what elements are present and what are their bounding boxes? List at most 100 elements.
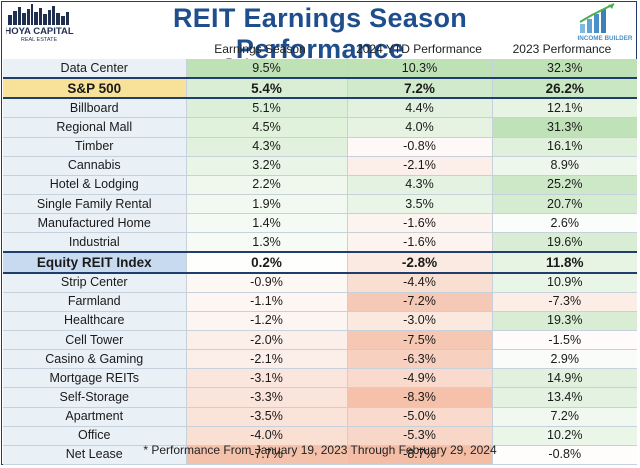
perf-2023-cell: 14.9%	[491, 368, 637, 389]
ytd-2024-cell: -5.0%	[346, 407, 492, 427]
row-label: S&P 500	[3, 77, 186, 100]
table-row: Cannabis 3.2% -2.1% 8.9%	[3, 156, 637, 176]
ytd-2024-cell: -0.8%	[346, 137, 492, 157]
footnote: * Performance From January 19, 2023 Thro…	[143, 443, 497, 457]
table-row: Net Lease -7.7% -8.7% -0.8%	[3, 445, 637, 465]
earnings-season-cell: 5.4%	[185, 77, 347, 100]
hoya-capital-logo: HOYA CAPITAL REAL ESTATE	[6, 4, 74, 43]
row-label: Manufactured Home	[3, 213, 186, 234]
earnings-season-cell: 9.5%	[185, 59, 347, 79]
perf-2023-cell: 10.2%	[491, 426, 637, 446]
ytd-2024-cell: -8.3%	[346, 387, 492, 408]
ytd-2024-cell: 7.2%	[346, 77, 492, 100]
row-label: Timber	[3, 137, 186, 157]
table-row: Cell Tower -2.0% -7.5% -1.5%	[3, 330, 637, 351]
perf-2023-cell: 19.6%	[491, 232, 637, 253]
earnings-season-cell: 2.2%	[185, 175, 347, 195]
row-label: Self-Storage	[3, 387, 186, 408]
earnings-season-cell: -0.9%	[185, 272, 347, 293]
table-row: Timber 4.3% -0.8% 16.1%	[3, 137, 637, 157]
row-label: Billboard	[3, 98, 186, 119]
row-label: Regional Mall	[3, 117, 186, 138]
table-row: Industrial 1.3% -1.6% 19.6%	[3, 232, 637, 253]
table-row: Apartment -3.5% -5.0% 7.2%	[3, 407, 637, 427]
table-row: Equity REIT Index 0.2% -2.8% 11.8%	[3, 251, 637, 274]
earnings-season-cell: -1.1%	[185, 292, 347, 312]
table-row: Billboard 5.1% 4.4% 12.1%	[3, 98, 637, 119]
table-row: Healthcare -1.2% -3.0% 19.3%	[3, 311, 637, 331]
table-row: Casino & Gaming -2.1% -6.3% 2.9%	[3, 349, 637, 370]
perf-2023-cell: 32.3%	[491, 59, 637, 79]
perf-2023-cell: 8.9%	[491, 156, 637, 176]
table-row: Self-Storage -3.3% -8.3% 13.4%	[3, 387, 637, 408]
earnings-season-cell: 3.2%	[185, 156, 347, 176]
row-label: Strip Center	[3, 272, 186, 293]
perf-2023-cell: 19.3%	[491, 311, 637, 331]
row-label: Office	[3, 426, 186, 446]
logo-left-line2: REAL ESTATE	[21, 37, 58, 43]
ytd-2024-cell: -3.0%	[346, 311, 492, 331]
earnings-season-cell: 4.3%	[185, 137, 347, 157]
row-label: Industrial	[3, 232, 186, 253]
row-label: Cannabis	[3, 156, 186, 176]
ytd-2024-cell: -7.5%	[346, 330, 492, 351]
logo-right-text: INCOME BUILDER	[578, 35, 633, 42]
perf-2023-cell: 16.1%	[491, 137, 637, 157]
table-row: S&P 500 5.4% 7.2% 26.2%	[3, 77, 637, 100]
row-label: Casino & Gaming	[3, 349, 186, 370]
ytd-2024-cell: -1.6%	[346, 232, 492, 253]
table-row: Hotel & Lodging 2.2% 4.3% 25.2%	[3, 175, 637, 195]
table-row: Mortgage REITs -3.1% -4.9% 14.9%	[3, 368, 637, 389]
row-label: Farmland	[3, 292, 186, 312]
perf-2023-cell: 7.2%	[491, 407, 637, 427]
ytd-2024-cell: -1.6%	[346, 213, 492, 234]
perf-2023-cell: 12.1%	[491, 98, 637, 119]
logo-left-line1: HOYA CAPITAL	[6, 26, 74, 37]
earnings-season-cell: -1.2%	[185, 311, 347, 331]
table-body: Data Center 9.5% 10.3% 32.3% S&P 500 5.4% 7.2%…	[3, 59, 637, 465]
table-row: Data Center 9.5% 10.3% 32.3%	[3, 59, 637, 79]
perf-2023-cell: 25.2%	[491, 175, 637, 195]
table-row: Regional Mall 4.5% 4.0% 31.3%	[3, 117, 637, 138]
ytd-2024-cell: 4.3%	[346, 175, 492, 195]
header: HOYA CAPITAL REAL ESTATE REIT Earnings S…	[0, 0, 640, 64]
ytd-2024-cell: -2.8%	[346, 251, 492, 274]
perf-2023-cell: 20.7%	[491, 194, 637, 215]
ytd-2024-cell: 4.4%	[346, 98, 492, 119]
earnings-season-cell: -3.5%	[185, 407, 347, 427]
income-builder-logo: INCOME BUILDER	[578, 3, 633, 42]
ytd-2024-cell: -4.9%	[346, 368, 492, 389]
ytd-2024-cell: -2.1%	[346, 156, 492, 176]
ytd-2024-cell: -4.4%	[346, 272, 492, 293]
row-label: Equity REIT Index	[3, 251, 186, 274]
row-label: Single Family Rental	[3, 194, 186, 215]
ytd-2024-cell: -8.7%	[346, 445, 492, 465]
column-header-ytd: 2024 YTD Performance	[356, 42, 482, 56]
earnings-season-cell: -2.0%	[185, 330, 347, 351]
table-row: Farmland -1.1% -7.2% -7.3%	[3, 292, 637, 312]
column-header-2023: 2023 Performance	[512, 42, 612, 56]
perf-2023-cell: 26.2%	[491, 77, 637, 100]
perf-2023-cell: 13.4%	[491, 387, 637, 408]
row-label: Data Center	[3, 59, 186, 79]
ytd-2024-cell: -7.2%	[346, 292, 492, 312]
row-label: Healthcare	[3, 311, 186, 331]
earnings-season-cell: 1.9%	[185, 194, 347, 215]
earnings-season-cell: -7.7%	[185, 445, 347, 465]
perf-2023-cell: 11.8%	[491, 251, 637, 274]
earnings-season-cell: -3.3%	[185, 387, 347, 408]
perf-2023-cell: 31.3%	[491, 117, 637, 138]
table-row: Single Family Rental 1.9% 3.5% 20.7%	[3, 194, 637, 215]
earnings-season-cell: 1.3%	[185, 232, 347, 253]
ytd-2024-cell: -5.3%	[346, 426, 492, 446]
table-row: Office -4.0% -5.3% 10.2%	[3, 426, 637, 446]
earnings-season-cell: -3.1%	[185, 368, 347, 389]
perf-2023-cell: -1.5%	[491, 330, 637, 351]
earnings-season-cell: -2.1%	[185, 349, 347, 370]
earnings-season-cell: -4.0%	[185, 426, 347, 446]
performance-table: Data Center 9.5% 10.3% 32.3% S&P 500 5.4% 7.2%…	[3, 59, 637, 465]
perf-2023-cell: 10.9%	[491, 272, 637, 293]
earnings-season-cell: 1.4%	[185, 213, 347, 234]
earnings-season-cell: 4.5%	[185, 117, 347, 138]
row-label: Hotel & Lodging	[3, 175, 186, 195]
